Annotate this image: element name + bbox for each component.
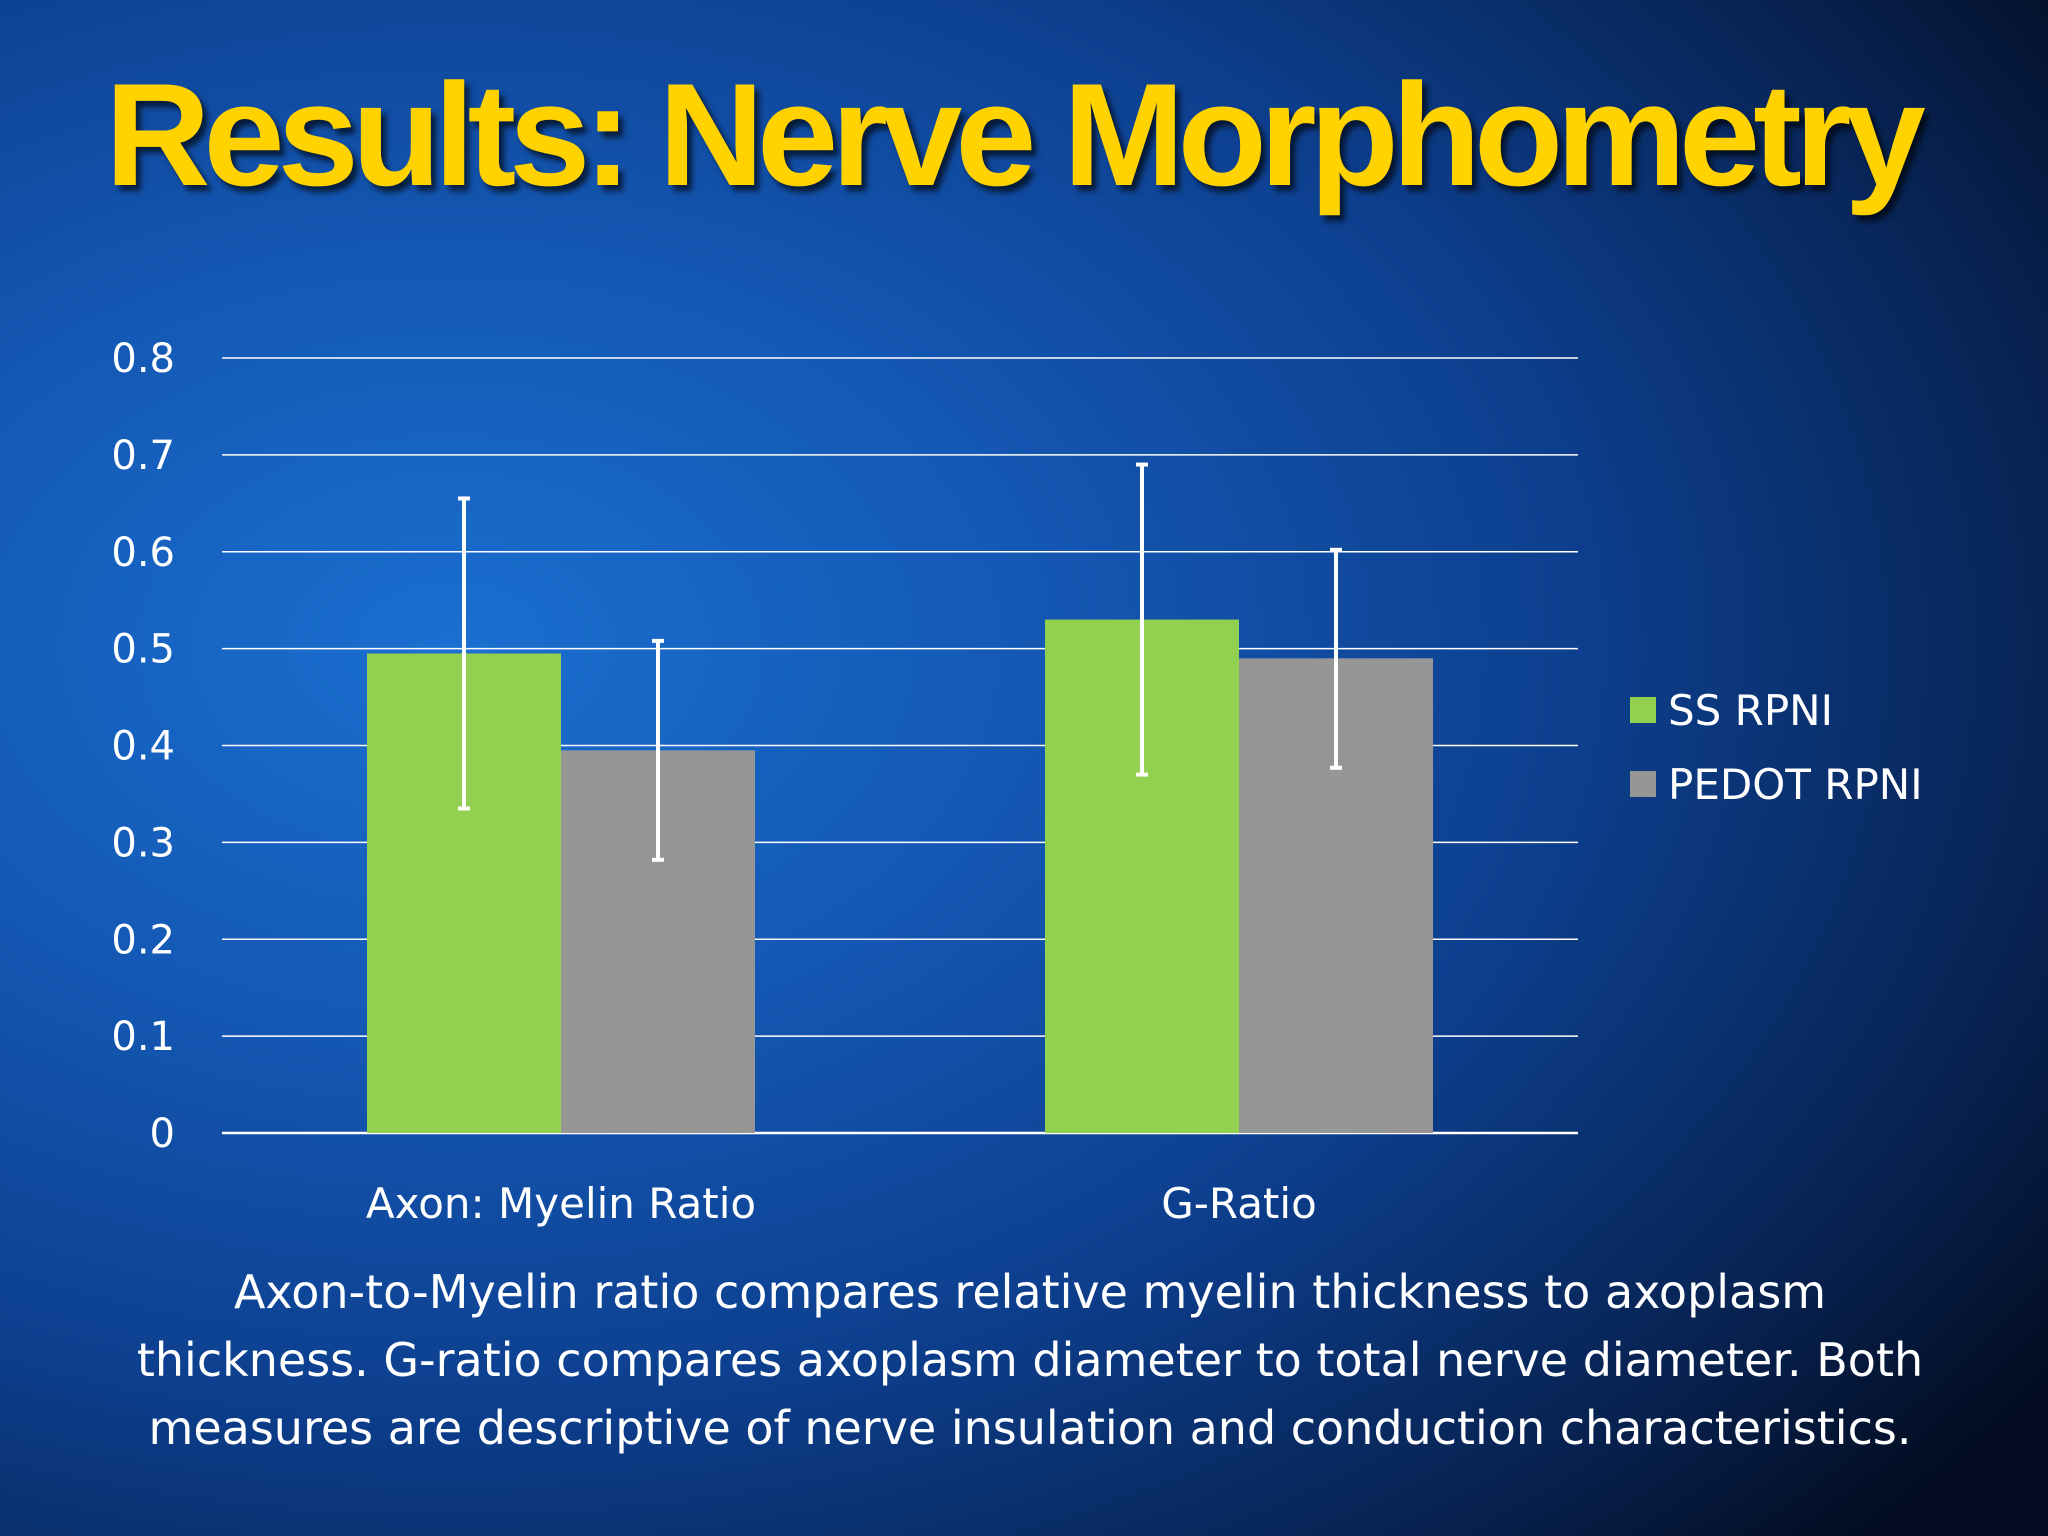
x-category-label: G-Ratio: [1161, 1179, 1317, 1228]
chart-error-bars: [458, 462, 1342, 862]
y-axis-tick-labels: 0 0.1 0.2 0.3 0.4 0.5 0.6 0.7 0.8: [111, 336, 175, 1157]
y-tick-label: 0: [150, 1111, 175, 1157]
chart-legend: SS RPNI PEDOT RPNI: [1630, 686, 1923, 809]
y-tick-label: 0.7: [111, 433, 175, 479]
y-tick-label: 0.8: [111, 336, 175, 382]
slide-caption: Axon-to-Myelin ratio compares relative m…: [136, 1265, 1924, 1455]
chart-bars: [367, 619, 1433, 1133]
legend-swatch-0: [1630, 697, 1656, 723]
y-tick-label: 0.6: [111, 530, 175, 576]
y-tick-label: 0.2: [111, 917, 175, 963]
y-tick-label: 0.3: [111, 820, 175, 866]
legend-swatch-1: [1630, 771, 1656, 797]
y-tick-label: 0.1: [111, 1014, 175, 1060]
legend-label-1: PEDOT RPNI: [1668, 760, 1923, 809]
slide-title: Results: Nerve Morphometry: [105, 53, 1926, 216]
legend-label-0: SS RPNI: [1668, 686, 1833, 735]
y-tick-label: 0.5: [111, 627, 175, 673]
x-category-label: Axon: Myelin Ratio: [366, 1179, 756, 1228]
y-tick-label: 0.4: [111, 724, 175, 770]
x-axis-category-labels: Axon: Myelin Ratio G-Ratio: [366, 1179, 1317, 1228]
